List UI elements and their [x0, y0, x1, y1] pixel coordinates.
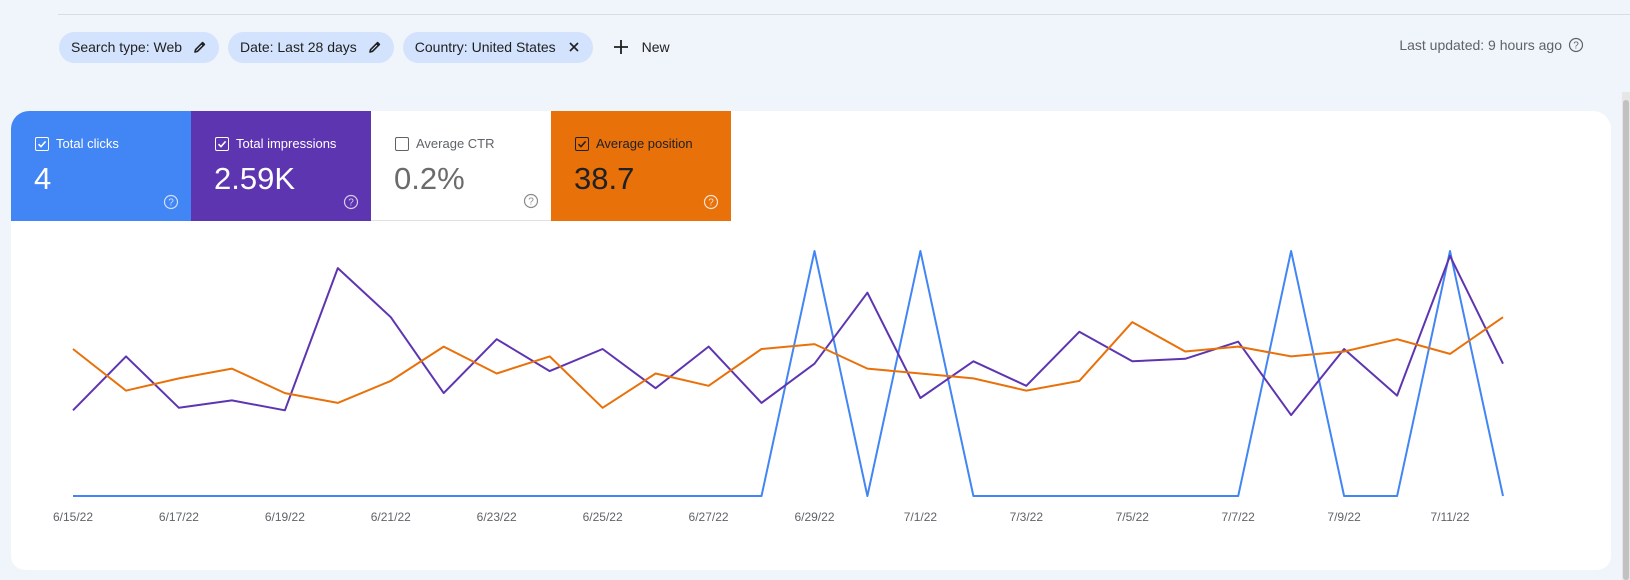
x-tick-label: 6/25/22 — [583, 510, 623, 524]
last-updated: Last updated: 9 hours ago ? — [1399, 37, 1584, 53]
close-icon[interactable] — [566, 39, 582, 55]
metric-label: Total impressions — [236, 136, 337, 151]
series-line-total-clicks[interactable] — [73, 250, 1504, 497]
pencil-icon[interactable] — [192, 39, 208, 55]
help-icon[interactable]: ? — [163, 194, 179, 210]
x-tick-label: 6/17/22 — [159, 510, 199, 524]
metric-tiles: Total clicks 4 ? Total impressions 2.59K… — [11, 111, 731, 221]
metric-average-position[interactable]: Average position 38.7 ? — [551, 111, 731, 221]
x-tick-label: 7/5/22 — [1116, 510, 1150, 524]
scrollbar-thumb[interactable] — [1623, 100, 1629, 580]
series-line-average-position[interactable] — [72, 316, 1504, 409]
series-line-total-impressions[interactable] — [72, 254, 1504, 417]
metric-header: Average CTR — [395, 136, 495, 151]
svg-text:?: ? — [528, 197, 534, 208]
metric-value: 4 — [34, 161, 52, 196]
last-updated-text: Last updated: 9 hours ago — [1399, 37, 1562, 53]
plus-icon — [612, 38, 630, 56]
metric-label: Total clicks — [56, 136, 119, 151]
x-tick-label: 6/27/22 — [689, 510, 729, 524]
new-filter-label: New — [641, 39, 670, 55]
svg-text:?: ? — [708, 198, 714, 209]
page-scrollbar[interactable] — [1622, 92, 1630, 580]
svg-text:?: ? — [348, 198, 354, 209]
x-tick-label: 7/9/22 — [1327, 510, 1361, 524]
metric-total-clicks[interactable]: Total clicks 4 ? — [11, 111, 191, 221]
checkbox-unchecked-icon[interactable] — [395, 136, 409, 151]
metric-average-ctr[interactable]: Average CTR 0.2% ? — [371, 111, 551, 221]
chip-label: Date: Last 28 days — [240, 39, 357, 55]
metric-header: Average position — [575, 136, 693, 151]
x-tick-label: 6/29/22 — [794, 510, 834, 524]
help-icon[interactable]: ? — [703, 194, 719, 210]
pencil-icon[interactable] — [367, 39, 383, 55]
metric-total-impressions[interactable]: Total impressions 2.59K ? — [191, 111, 371, 221]
checkbox-checked-icon[interactable] — [575, 136, 589, 151]
x-tick-label: 7/7/22 — [1221, 510, 1255, 524]
metric-value: 2.59K — [214, 161, 296, 196]
metric-header: Total clicks — [35, 136, 119, 151]
new-filter-button[interactable]: New — [612, 38, 670, 56]
chip-label: Country: United States — [414, 39, 556, 55]
help-icon[interactable]: ? — [343, 194, 359, 210]
x-tick-label: 7/11/22 — [1430, 510, 1469, 524]
help-icon[interactable]: ? — [1568, 37, 1584, 53]
checkbox-checked-icon[interactable] — [215, 136, 229, 151]
checkbox-checked-icon[interactable] — [35, 136, 49, 151]
top-divider — [58, 14, 1630, 15]
help-icon[interactable]: ? — [523, 193, 539, 209]
chip-label: Search type: Web — [71, 39, 183, 55]
x-tick-label: 7/3/22 — [1010, 510, 1044, 524]
filter-bar: Search type: Web Date: Last 28 days Coun… — [59, 31, 670, 63]
x-tick-label: 6/21/22 — [371, 510, 411, 524]
performance-chart[interactable]: 6/15/22 6/17/22 6/19/22 6/21/22 6/23/22 6/25/… — [11, 111, 1611, 570]
metric-label: Average position — [596, 136, 693, 151]
x-tick-label: 6/19/22 — [265, 510, 305, 524]
svg-text:?: ? — [1573, 41, 1579, 52]
filter-chip-date[interactable]: Date: Last 28 days — [228, 31, 394, 63]
svg-text:?: ? — [168, 198, 174, 209]
x-tick-label: 6/23/22 — [477, 510, 517, 524]
performance-card: Total clicks 4 ? Total impressions 2.59K… — [11, 111, 1611, 570]
metric-header: Total impressions — [215, 136, 336, 151]
metric-label: Average CTR — [416, 136, 495, 151]
x-tick-label: 6/15/22 — [53, 510, 93, 524]
metric-value: 0.2% — [394, 161, 465, 196]
filter-chip-search-type[interactable]: Search type: Web — [59, 31, 220, 63]
x-tick-label: 7/1/22 — [904, 510, 938, 524]
filter-chip-country[interactable]: Country: United States — [402, 31, 593, 63]
metric-value: 38.7 — [574, 161, 635, 196]
